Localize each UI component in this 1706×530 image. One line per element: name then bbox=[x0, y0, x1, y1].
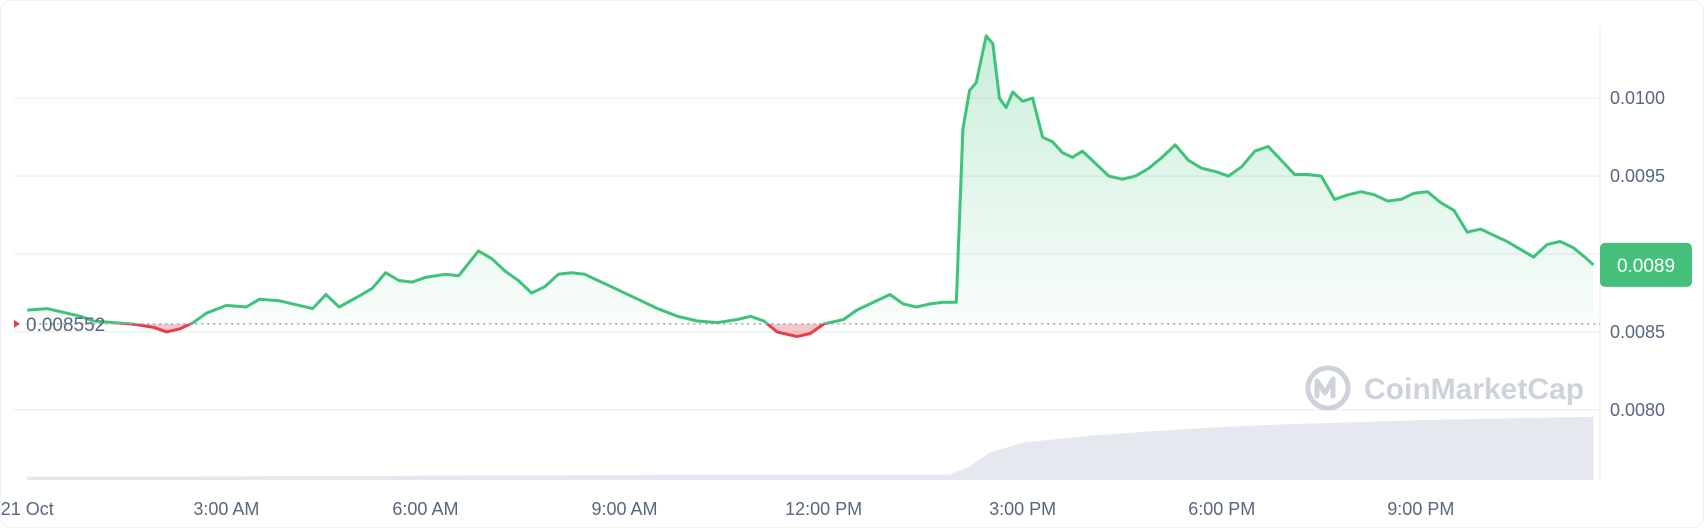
x-tick-label: 12:00 PM bbox=[785, 499, 862, 519]
x-tick-label: 3:00 PM bbox=[989, 499, 1056, 519]
volume-bars bbox=[27, 416, 1594, 480]
y-tick-label: 0.0080 bbox=[1610, 400, 1665, 420]
x-tick-label: 3:00 AM bbox=[193, 499, 259, 519]
watermark-text: CoinMarketCap bbox=[1364, 373, 1584, 406]
y-tick-label: 0.0085 bbox=[1610, 322, 1665, 342]
reference-price: 0.008552 bbox=[14, 315, 1600, 336]
price-line-up bbox=[27, 34, 1595, 324]
area-above-reference bbox=[27, 35, 1594, 324]
x-tick-label: 9:00 AM bbox=[591, 499, 657, 519]
x-tick-label: 6:00 AM bbox=[392, 499, 458, 519]
volume-area bbox=[27, 416, 1594, 480]
watermark: CoinMarketCap bbox=[1305, 365, 1584, 411]
coinmarketcap-logo-icon bbox=[1305, 365, 1351, 411]
current-price-badge: 0.0089 bbox=[1600, 242, 1692, 287]
current-price-label: 0.0089 bbox=[1617, 256, 1675, 277]
x-tick-label: 9:00 PM bbox=[1387, 499, 1454, 519]
y-tick-label: 0.0095 bbox=[1610, 166, 1665, 186]
y-tick-label: 0.0100 bbox=[1610, 88, 1665, 108]
x-tick-label: 21 Oct bbox=[1, 499, 54, 519]
price-area bbox=[27, 35, 1594, 337]
x-axis: 21 Oct 3:00 AM 6:00 AM 9:00 AM 12:00 PM 3:00 … bbox=[1, 499, 1455, 519]
reference-marker-icon bbox=[14, 319, 20, 328]
reference-price-label: 0.008552 bbox=[26, 315, 105, 336]
x-tick-label: 6:00 PM bbox=[1188, 499, 1255, 519]
grid-lines bbox=[14, 28, 1601, 480]
price-series-line bbox=[27, 34, 1595, 339]
